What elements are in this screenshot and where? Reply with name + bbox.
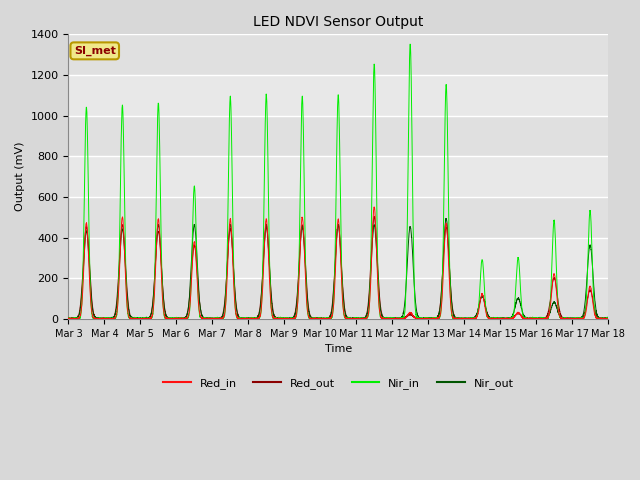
Bar (68, 75, 608, 116)
Title: LED NDVI Sensor Output: LED NDVI Sensor Output (253, 15, 424, 29)
Bar (68, 238, 608, 278)
Bar (68, 278, 608, 319)
Bar (68, 35, 608, 75)
X-axis label: Time: Time (324, 344, 352, 354)
Text: SI_met: SI_met (74, 46, 116, 56)
Bar (68, 197, 608, 238)
Bar (68, 116, 608, 156)
Y-axis label: Output (mV): Output (mV) (15, 142, 25, 212)
Legend: Red_in, Red_out, Nir_in, Nir_out: Red_in, Red_out, Nir_in, Nir_out (158, 373, 518, 393)
Bar (68, 156, 608, 197)
